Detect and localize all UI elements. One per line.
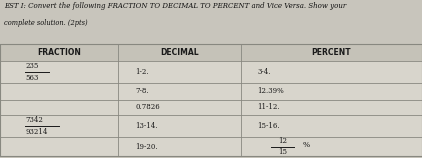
Text: 235: 235 — [25, 62, 39, 70]
Text: PERCENT: PERCENT — [311, 48, 351, 57]
Text: 93214: 93214 — [25, 128, 48, 136]
Text: 1-2.: 1-2. — [135, 68, 149, 76]
Text: EST I: Convert the following FRACTION TO DECIMAL TO PERCENT and Vice Versa. Show: EST I: Convert the following FRACTION TO… — [4, 2, 346, 10]
Bar — [0, 44, 422, 156]
Text: %: % — [303, 141, 310, 149]
Text: complete solution. (2pts): complete solution. (2pts) — [4, 19, 88, 27]
Text: 7342: 7342 — [25, 116, 43, 124]
Text: DECIMAL: DECIMAL — [160, 48, 199, 57]
Text: 3-4.: 3-4. — [257, 68, 271, 76]
Text: 15: 15 — [278, 148, 287, 156]
Text: 12.39%: 12.39% — [257, 87, 284, 95]
Bar — [0, 44, 422, 156]
Text: 19-20.: 19-20. — [135, 143, 158, 151]
Text: 12: 12 — [278, 137, 287, 145]
Text: 15-16.: 15-16. — [257, 122, 280, 130]
Text: 7-8.: 7-8. — [135, 87, 149, 95]
Text: 11-12.: 11-12. — [257, 103, 280, 111]
Text: FRACTION: FRACTION — [37, 48, 81, 57]
Bar — [0, 44, 422, 61]
Text: 13-14.: 13-14. — [135, 122, 157, 130]
Text: 563: 563 — [25, 74, 39, 82]
Text: 0.7826: 0.7826 — [135, 103, 160, 111]
